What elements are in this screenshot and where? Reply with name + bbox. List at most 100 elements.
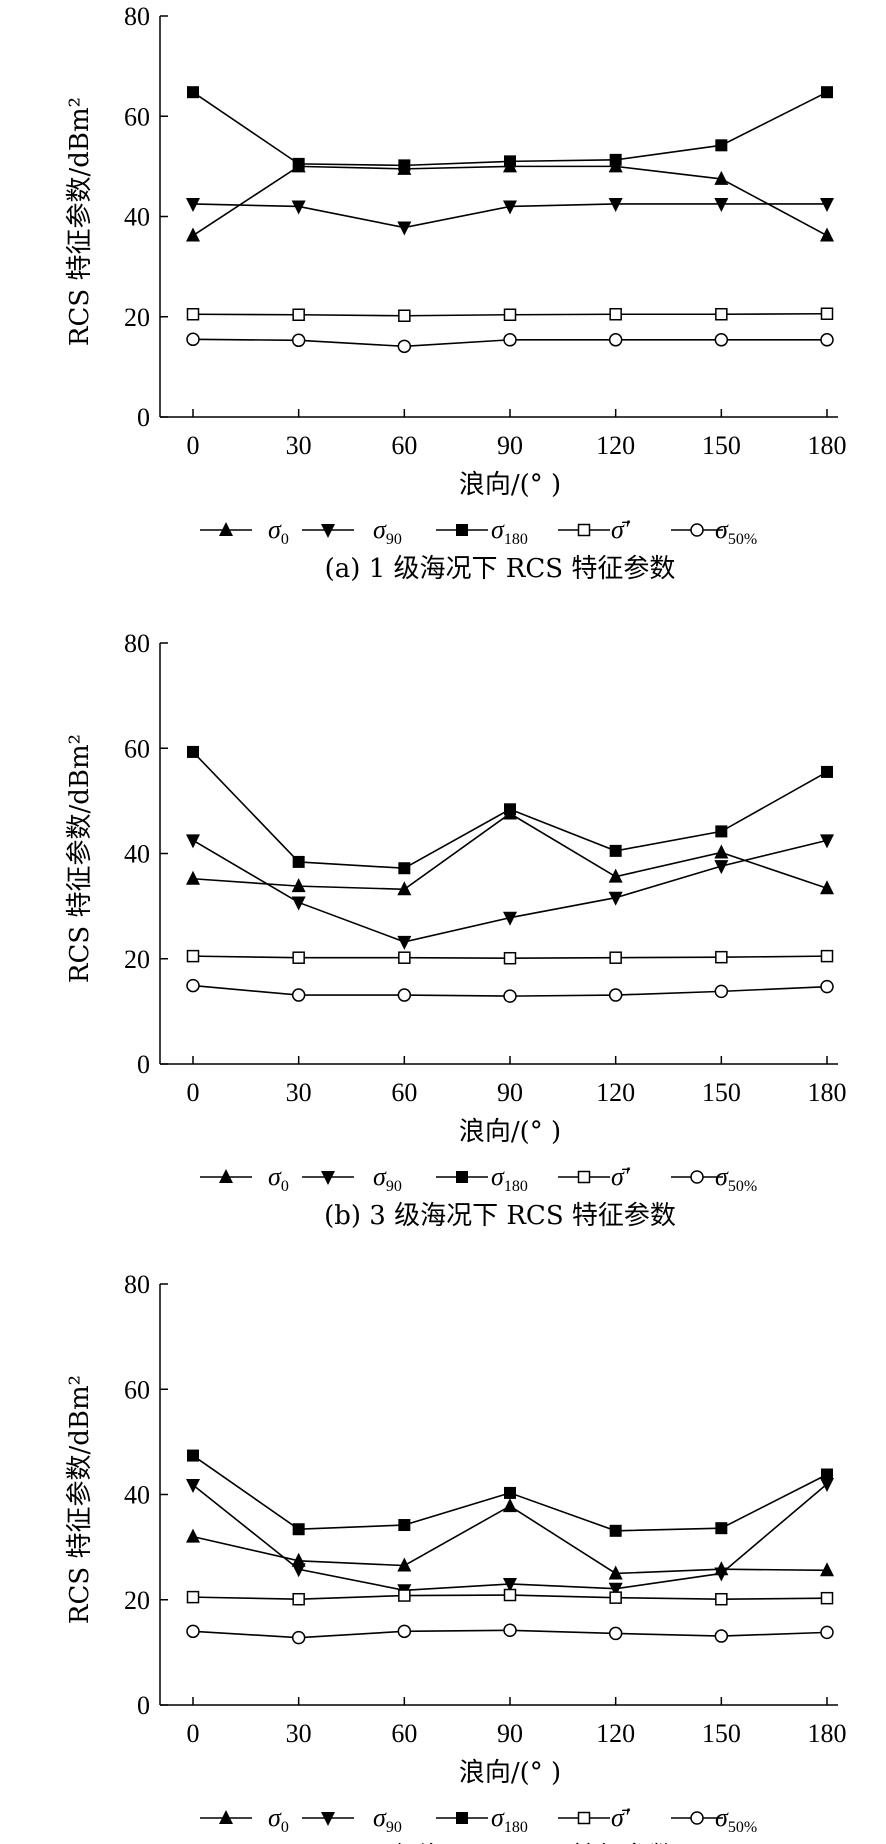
data-point: [820, 1562, 834, 1577]
y-axis-label: RCS 特征参数/dBm²: [65, 1375, 95, 1624]
data-point: [397, 988, 412, 1002]
x-tick-label: 90: [497, 431, 523, 460]
legend-label: σ90: [373, 1803, 402, 1836]
legend-marker: [577, 1811, 591, 1825]
legend-entry-3: σ180: [436, 1803, 528, 1836]
legend-marker: [321, 1171, 335, 1185]
legend-label: σ0: [268, 515, 289, 548]
series-line: [192, 1505, 828, 1575]
x-tick-label: 120: [596, 1078, 635, 1107]
data-point: [398, 1519, 411, 1532]
legend-label: σ180: [491, 515, 528, 548]
y-tick-label: 20: [124, 945, 150, 974]
data-point: [714, 1567, 729, 1582]
legend-entry-5: σ50%: [671, 1803, 757, 1836]
series-4: [186, 307, 834, 322]
data-point: [820, 227, 834, 242]
x-tick-label: 150: [702, 431, 741, 460]
legend-marker: [456, 1171, 468, 1183]
data-point: [820, 197, 834, 212]
data-point: [398, 1589, 411, 1602]
legend-entry-3: σ180: [436, 515, 528, 548]
x-tick-label: 150: [702, 1719, 741, 1748]
y-tick-label: 60: [124, 1375, 150, 1404]
x-tick-label: 180: [808, 431, 847, 460]
data-point: [504, 803, 516, 816]
legend-marker: [456, 1812, 468, 1824]
legend: σ0 σ90 σ180 σ̄′ σ50%: [200, 515, 757, 548]
series-1: [186, 1498, 834, 1580]
chart-panel-1: 0 20 40 60 80 0 30 60 90 120 150 180 RCS 特征参数/dBm² 浪向…: [65, 2, 847, 584]
series-3: [187, 745, 833, 875]
data-point: [714, 333, 729, 347]
y-tick-label: 60: [124, 734, 150, 763]
data-point: [291, 878, 306, 893]
data-point: [609, 844, 622, 857]
data-point: [186, 197, 200, 212]
data-point: [820, 834, 834, 849]
legend-marker: [219, 1169, 233, 1183]
x-tick-label: 30: [286, 1078, 312, 1107]
legend-entry-3: σ180: [436, 1162, 528, 1195]
legend-marker: [690, 523, 704, 537]
data-point: [503, 1577, 517, 1592]
legend-marker: [690, 1811, 704, 1825]
chart-caption: (c) 5 级海况下 RCS 特征参数: [325, 1842, 675, 1844]
data-point: [715, 307, 728, 321]
y-tick-label: 0: [137, 1691, 150, 1720]
data-point: [609, 1591, 622, 1604]
legend-entry-1: σ0: [200, 515, 289, 548]
data-point: [186, 1528, 200, 1543]
legend-marker: [456, 524, 468, 536]
legend-marker: [219, 522, 233, 536]
data-point: [291, 1563, 306, 1578]
y-tick-label: 60: [124, 102, 150, 131]
data-point: [609, 1524, 622, 1537]
x-tick-label: 90: [497, 1719, 523, 1748]
data-point: [608, 1565, 623, 1580]
series-2: [186, 197, 834, 236]
data-point: [609, 153, 622, 166]
legend-entry-4: σ̄′: [558, 515, 631, 544]
chart-caption: (b) 3 级海况下 RCS 特征参数: [324, 1201, 676, 1231]
data-point: [608, 1626, 623, 1641]
series-5: [186, 332, 834, 354]
x-tick-label: 180: [808, 1078, 847, 1107]
data-point: [820, 1625, 834, 1640]
legend-label: σ50%: [715, 1803, 757, 1836]
data-point: [503, 1623, 517, 1638]
series-4: [186, 949, 834, 965]
x-tick-label: 180: [808, 1719, 847, 1748]
legend-entry-1: σ0: [200, 1803, 289, 1836]
data-point: [397, 1557, 412, 1572]
x-tick-label: 90: [497, 1078, 523, 1107]
legend-marker: [577, 523, 591, 537]
series-1: [186, 158, 834, 242]
data-point: [714, 170, 729, 185]
x-tick-label: 120: [596, 1719, 635, 1748]
y-tick-label: 40: [124, 203, 150, 232]
data-point: [714, 197, 729, 212]
data-point: [186, 332, 200, 347]
legend-entry-5: σ50%: [671, 515, 757, 548]
legend-label: σ0: [268, 1803, 289, 1836]
legend-label: σ̄′: [611, 515, 631, 544]
data-point: [608, 891, 623, 906]
y-tick-label: 20: [124, 1586, 150, 1615]
legend-label: σ50%: [715, 1162, 757, 1195]
legend-label: σ180: [491, 1162, 528, 1195]
data-point: [503, 1498, 517, 1513]
legend-entry-2: σ90: [302, 515, 402, 548]
legend-label: σ180: [491, 1803, 528, 1836]
data-point: [186, 1624, 200, 1639]
x-tick-label: 0: [187, 431, 200, 460]
data-point: [715, 825, 728, 838]
x-tick-label: 0: [187, 1719, 200, 1748]
legend-label: σ̄′: [611, 1803, 631, 1832]
legend-marker: [577, 1170, 591, 1184]
chart-panel-2: 0 20 40 60 80 0 30 60 90 120 150 180 RCS 特征参数/dBm² 浪向…: [65, 629, 847, 1231]
data-point: [187, 745, 199, 758]
data-point: [715, 1522, 728, 1535]
data-point: [187, 86, 199, 99]
